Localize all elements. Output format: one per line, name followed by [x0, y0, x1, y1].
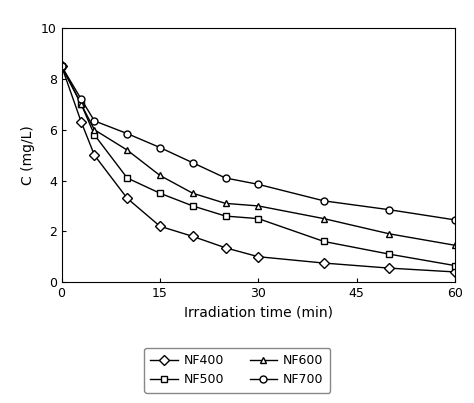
Line: NF400: NF400	[58, 63, 458, 275]
NF500	[387, 252, 392, 257]
NF700	[78, 97, 84, 102]
NF400	[190, 234, 196, 239]
NF600	[190, 191, 196, 196]
NF500	[157, 191, 163, 196]
NF400	[321, 261, 327, 266]
NF600	[223, 201, 228, 206]
NF600	[124, 147, 130, 152]
NF600	[387, 231, 392, 236]
NF600	[321, 216, 327, 221]
NF600	[452, 243, 458, 248]
NF600	[157, 173, 163, 178]
NF700	[157, 145, 163, 150]
NF400	[452, 270, 458, 274]
NF500	[124, 176, 130, 181]
NF500	[59, 64, 64, 69]
NF500	[223, 214, 228, 218]
NF700	[452, 218, 458, 222]
NF700	[190, 160, 196, 165]
NF400	[124, 196, 130, 201]
NF700	[321, 198, 327, 203]
NF500	[78, 102, 84, 107]
NF700	[223, 176, 228, 181]
NF700	[387, 207, 392, 212]
NF500	[452, 263, 458, 268]
NF400	[387, 266, 392, 270]
NF600	[255, 204, 261, 208]
NF700	[59, 64, 64, 69]
NF500	[190, 204, 196, 208]
NF500	[255, 216, 261, 221]
NF500	[321, 239, 327, 244]
Line: NF700: NF700	[58, 63, 458, 223]
NF700	[91, 118, 97, 123]
Line: NF500: NF500	[58, 63, 458, 269]
NF400	[78, 120, 84, 125]
NF600	[59, 64, 64, 69]
NF400	[223, 245, 228, 250]
NF700	[124, 131, 130, 136]
Legend: NF400, NF500, NF600, NF700: NF400, NF500, NF600, NF700	[144, 348, 330, 393]
X-axis label: Irradiation time (min): Irradiation time (min)	[184, 305, 333, 320]
NF500	[91, 133, 97, 137]
Y-axis label: C (mg/L): C (mg/L)	[21, 125, 36, 185]
NF700	[255, 182, 261, 187]
Line: NF600: NF600	[58, 63, 458, 249]
NF400	[59, 64, 64, 69]
NF400	[255, 254, 261, 259]
NF600	[91, 127, 97, 132]
NF400	[157, 224, 163, 229]
NF600	[78, 102, 84, 107]
NF400	[91, 153, 97, 158]
